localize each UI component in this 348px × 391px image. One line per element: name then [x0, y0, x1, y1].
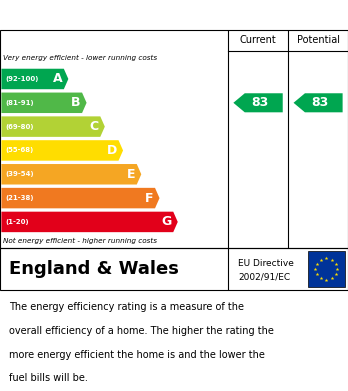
- Text: Current: Current: [240, 35, 276, 45]
- Polygon shape: [1, 93, 87, 113]
- Text: fuel bills will be.: fuel bills will be.: [9, 373, 88, 383]
- Text: (69-80): (69-80): [6, 124, 34, 130]
- Text: 83: 83: [311, 96, 329, 109]
- Text: EU Directive: EU Directive: [238, 260, 294, 269]
- Text: F: F: [145, 192, 153, 204]
- Text: (92-100): (92-100): [6, 76, 39, 82]
- Polygon shape: [1, 140, 123, 161]
- Text: more energy efficient the home is and the lower the: more energy efficient the home is and th…: [9, 350, 264, 360]
- Polygon shape: [1, 212, 178, 232]
- Polygon shape: [1, 188, 159, 208]
- Bar: [308, 251, 345, 287]
- Text: Not energy efficient - higher running costs: Not energy efficient - higher running co…: [3, 238, 158, 244]
- Text: E: E: [127, 168, 135, 181]
- Text: Energy Efficiency Rating: Energy Efficiency Rating: [9, 8, 230, 23]
- Text: Potential: Potential: [296, 35, 340, 45]
- Text: G: G: [161, 215, 172, 228]
- Text: The energy efficiency rating is a measure of the: The energy efficiency rating is a measur…: [9, 302, 244, 312]
- Text: England & Wales: England & Wales: [9, 260, 179, 278]
- Text: 2002/91/EC: 2002/91/EC: [238, 272, 291, 281]
- Text: (21-38): (21-38): [6, 195, 34, 201]
- Polygon shape: [1, 117, 105, 137]
- Polygon shape: [1, 69, 68, 89]
- Text: A: A: [53, 72, 62, 86]
- Text: B: B: [71, 96, 80, 109]
- Text: overall efficiency of a home. The higher the rating the: overall efficiency of a home. The higher…: [9, 326, 274, 336]
- Text: (39-54): (39-54): [6, 171, 34, 177]
- Polygon shape: [1, 164, 141, 185]
- Text: 83: 83: [251, 96, 268, 109]
- Text: (1-20): (1-20): [6, 219, 29, 225]
- Polygon shape: [293, 93, 343, 112]
- Text: (55-68): (55-68): [6, 147, 34, 153]
- Text: (81-91): (81-91): [6, 100, 34, 106]
- Polygon shape: [234, 93, 283, 112]
- Text: D: D: [106, 144, 117, 157]
- Text: Very energy efficient - lower running costs: Very energy efficient - lower running co…: [3, 55, 158, 61]
- Text: C: C: [89, 120, 98, 133]
